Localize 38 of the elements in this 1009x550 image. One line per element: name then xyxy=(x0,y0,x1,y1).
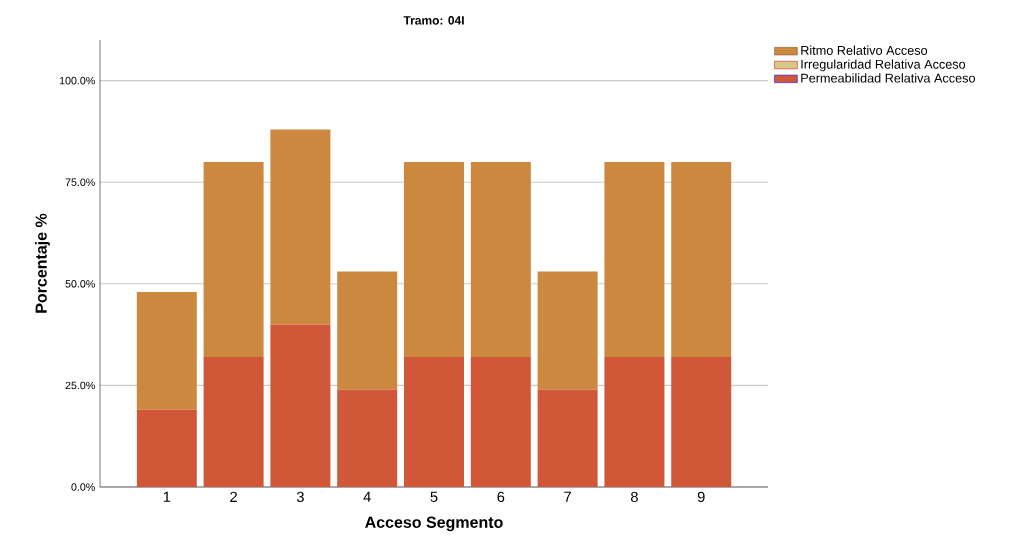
y-tick-label: 75.0% xyxy=(65,178,95,186)
x-tick-label: 1 xyxy=(163,491,171,502)
chart-title: Tramo: 04I xyxy=(403,16,464,25)
x-tick-label: 5 xyxy=(430,491,438,502)
bar xyxy=(404,356,465,487)
bar xyxy=(203,161,264,357)
bar xyxy=(270,129,331,325)
legend-label: Permeabilidad Relativa Acceso xyxy=(801,73,976,83)
x-tick-label: 8 xyxy=(630,491,638,503)
y-tick-label: 25.0% xyxy=(65,381,95,390)
legend-label: Irregularidad Relativa Acceso xyxy=(801,59,966,72)
bar xyxy=(136,409,197,487)
y-tick-label: 100.0% xyxy=(59,76,95,85)
y-tick-label: 0.0% xyxy=(71,483,95,491)
x-axis-title: Acceso Segmento xyxy=(365,516,503,532)
bar xyxy=(203,356,264,487)
x-tick-label: 2 xyxy=(230,491,237,502)
y-tick-label: 50.0% xyxy=(65,280,95,288)
x-tick-label: 3 xyxy=(296,491,304,503)
bar xyxy=(671,161,732,357)
x-tick-label: 9 xyxy=(697,491,705,503)
bar xyxy=(470,356,531,487)
bar xyxy=(537,271,598,390)
bar xyxy=(604,356,665,487)
bar xyxy=(270,324,331,487)
y-axis-title: Porcentaje % xyxy=(35,213,50,313)
bar xyxy=(136,291,197,410)
bar xyxy=(470,161,531,357)
bar xyxy=(337,389,398,487)
bar xyxy=(604,161,665,357)
bar xyxy=(337,271,398,390)
x-tick-label: 4 xyxy=(363,491,371,502)
x-tick-label: 6 xyxy=(497,491,505,503)
x-tick-label: 7 xyxy=(564,491,571,502)
bar xyxy=(671,356,732,487)
bar xyxy=(404,161,465,357)
legend-label: Ritmo Relativo Acceso xyxy=(801,45,928,55)
bar xyxy=(537,389,598,487)
